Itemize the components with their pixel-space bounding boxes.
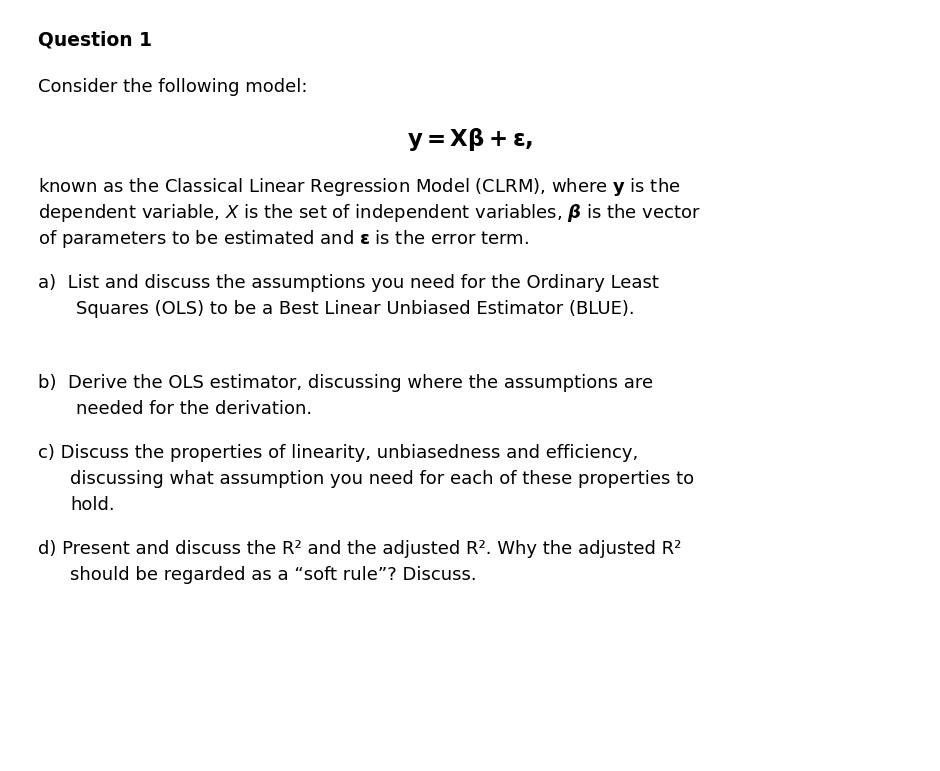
Text: b)  Derive the OLS estimator, discussing where the assumptions are: b) Derive the OLS estimator, discussing … — [38, 374, 653, 392]
Text: hold.: hold. — [70, 496, 115, 514]
Text: Question 1: Question 1 — [38, 30, 152, 49]
Text: should be regarded as a “soft rule”? Discuss.: should be regarded as a “soft rule”? Dis… — [70, 566, 477, 584]
Text: needed for the derivation.: needed for the derivation. — [76, 400, 312, 418]
Text: discussing what assumption you need for each of these properties to: discussing what assumption you need for … — [70, 470, 694, 488]
Text: d) Present and discuss the R² and the adjusted R². Why the adjusted R²: d) Present and discuss the R² and the ad… — [38, 540, 682, 558]
Text: c) Discuss the properties of linearity, unbiasedness and efficiency,: c) Discuss the properties of linearity, … — [38, 444, 638, 462]
Text: dependent variable, $X$ is the set of independent variables, $\boldsymbol{\beta}: dependent variable, $X$ is the set of in… — [38, 202, 701, 224]
Text: Consider the following model:: Consider the following model: — [38, 78, 307, 96]
Text: of parameters to be estimated and $\boldsymbol{\varepsilon}$ is the error term.: of parameters to be estimated and $\bold… — [38, 228, 529, 250]
Text: known as the Classical Linear Regression Model (CLRM), where $\mathbf{y}$ is the: known as the Classical Linear Regression… — [38, 176, 681, 198]
Text: $\mathbf{y = X\beta + \varepsilon,}$: $\mathbf{y = X\beta + \varepsilon,}$ — [407, 126, 533, 153]
Text: a)  List and discuss the assumptions you need for the Ordinary Least: a) List and discuss the assumptions you … — [38, 274, 659, 292]
Text: Squares (OLS) to be a Best Linear Unbiased Estimator (BLUE).: Squares (OLS) to be a Best Linear Unbias… — [76, 300, 635, 318]
